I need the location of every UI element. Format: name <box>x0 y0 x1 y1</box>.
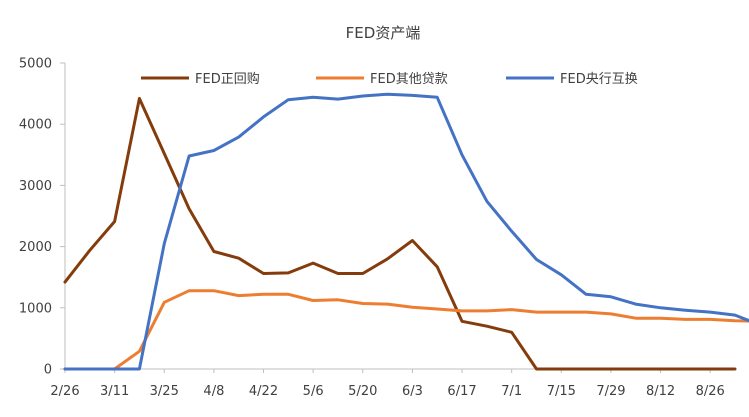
x-tick-label: 5/6 <box>303 384 324 399</box>
x-tick-label: 4/8 <box>203 384 224 399</box>
series-line-0 <box>63 97 737 371</box>
y-tick-label: 4000 <box>19 118 52 133</box>
y-tick-label: 0 <box>44 363 52 378</box>
series-line-2 <box>63 92 749 371</box>
x-tick-label: 2/26 <box>50 384 79 399</box>
chart-title: FED资产端 <box>346 24 421 42</box>
legend: FED正回购 FED其他贷款 FED央行互换 <box>141 71 638 87</box>
x-tick-label: 7/1 <box>501 384 522 399</box>
legend-label-0: FED正回购 <box>195 71 260 87</box>
x-tick-label: 7/15 <box>547 384 576 399</box>
legend-label-1: FED其他贷款 <box>370 72 448 87</box>
x-tick-label: 3/11 <box>100 384 129 399</box>
y-tick-label: 1000 <box>19 301 52 316</box>
x-tick-label: 4/22 <box>249 384 278 399</box>
x-tick-label: 3/25 <box>150 384 179 399</box>
series-line-1 <box>63 289 749 371</box>
x-tick-label: 6/17 <box>447 384 476 399</box>
y-tick-label: 2000 <box>19 240 52 255</box>
legend-label-2: FED央行互换 <box>560 72 638 87</box>
x-tick-label: 8/26 <box>696 384 725 399</box>
x-tick-label: 5/20 <box>348 384 377 399</box>
axes: 0 1000 2000 3000 4000 5000 2/26 3/11 3/25 4/8 4/22… <box>19 57 735 399</box>
x-tick-label: 7/29 <box>596 384 625 399</box>
y-tick-label: 5000 <box>19 57 52 72</box>
y-tick-label: 3000 <box>19 179 52 194</box>
x-tick-label: 6/3 <box>402 384 423 399</box>
series-layer <box>63 92 749 371</box>
x-tick-label: 8/12 <box>646 384 675 399</box>
